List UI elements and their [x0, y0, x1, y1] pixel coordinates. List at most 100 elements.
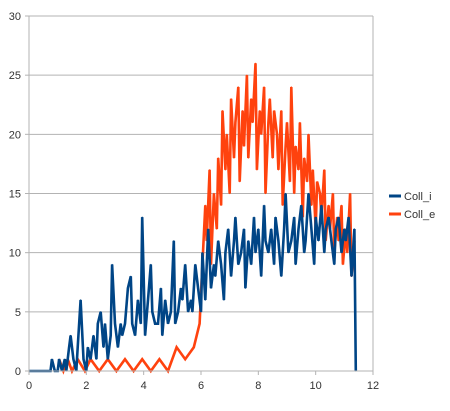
legend-label-1: Coll_e [404, 209, 435, 221]
data-point [207, 228, 209, 230]
data-point [319, 192, 321, 195]
data-point [257, 228, 259, 230]
data-point [150, 263, 152, 266]
data-point [141, 358, 143, 360]
data-point [317, 240, 320, 242]
data-point [160, 287, 162, 289]
data-point [181, 299, 183, 301]
data-point [254, 252, 257, 254]
data-point [121, 334, 123, 337]
data-point [230, 98, 232, 100]
data-point [210, 287, 212, 289]
x-tick-label-10: 10 [310, 380, 322, 392]
data-point [220, 263, 222, 266]
data-point [127, 287, 129, 289]
data-point [256, 169, 258, 171]
legend: Coll_i Coll_e [389, 191, 435, 221]
data-point [221, 110, 224, 112]
y-tick-label-10: 10 [9, 248, 21, 260]
data-point [229, 192, 231, 195]
series-line-coll-i [29, 193, 358, 373]
data-point [303, 252, 305, 254]
data-point [214, 275, 216, 277]
data-point [58, 358, 60, 360]
legend-label-0: Coll_i [404, 191, 432, 203]
data-point [117, 346, 119, 348]
series-layer [28, 62, 358, 375]
data-point [338, 240, 340, 242]
data-point [260, 133, 262, 135]
data-point [151, 311, 153, 313]
data-point [200, 311, 202, 313]
data-point [349, 192, 351, 195]
data-point [342, 263, 344, 266]
data-point [343, 228, 345, 230]
data-point [246, 74, 248, 76]
data-point [158, 358, 161, 360]
data-point [216, 228, 218, 230]
data-point [224, 252, 226, 254]
data-point [277, 240, 279, 242]
y-tick-label-15: 15 [9, 189, 21, 201]
data-point [239, 181, 241, 183]
y-tick-label-5: 5 [15, 307, 21, 319]
data-point [353, 228, 355, 230]
data-point [90, 358, 92, 360]
data-point [330, 240, 333, 242]
data-point [263, 86, 265, 88]
data-point [187, 311, 189, 313]
data-point [283, 228, 285, 230]
data-point [72, 358, 75, 360]
y-tick-label-20: 20 [9, 129, 21, 141]
data-point [280, 275, 282, 277]
data-point [244, 287, 247, 289]
data-point [80, 299, 82, 301]
data-point [233, 157, 235, 159]
data-point [259, 110, 261, 112]
data-point [204, 204, 206, 206]
data-point [170, 311, 172, 313]
data-point [184, 358, 186, 360]
data-point [197, 287, 199, 289]
data-point [177, 311, 179, 313]
data-point [131, 323, 133, 325]
data-point [234, 216, 236, 218]
x-tick-label-2: 2 [83, 380, 89, 392]
data-point [223, 299, 225, 301]
data-point [333, 263, 335, 266]
data-point [237, 263, 239, 266]
data-point [137, 299, 139, 301]
data-point [307, 133, 310, 135]
data-point [320, 204, 322, 206]
data-point [300, 204, 302, 206]
data-point [290, 86, 292, 88]
data-point [287, 252, 290, 254]
data-point [276, 133, 278, 135]
data-point [316, 181, 318, 183]
data-point [147, 299, 149, 301]
data-point [241, 110, 244, 112]
data-point [217, 157, 219, 159]
data-point [194, 263, 196, 266]
data-point [198, 323, 201, 325]
y-tick-label-0: 0 [15, 366, 21, 378]
data-point [252, 121, 254, 124]
data-point [68, 346, 70, 348]
data-point [280, 110, 282, 112]
data-point [87, 346, 89, 348]
data-point [157, 323, 159, 325]
data-point [191, 311, 193, 313]
data-point [240, 252, 242, 254]
data-point [69, 334, 72, 337]
data-point [264, 192, 267, 195]
data-point [111, 263, 113, 266]
data-point [217, 240, 219, 242]
data-point [269, 98, 271, 100]
data-point [161, 334, 163, 337]
data-point [267, 252, 269, 254]
data-point [270, 228, 272, 230]
data-point [51, 358, 53, 360]
data-point [312, 169, 314, 171]
data-point [227, 228, 229, 230]
